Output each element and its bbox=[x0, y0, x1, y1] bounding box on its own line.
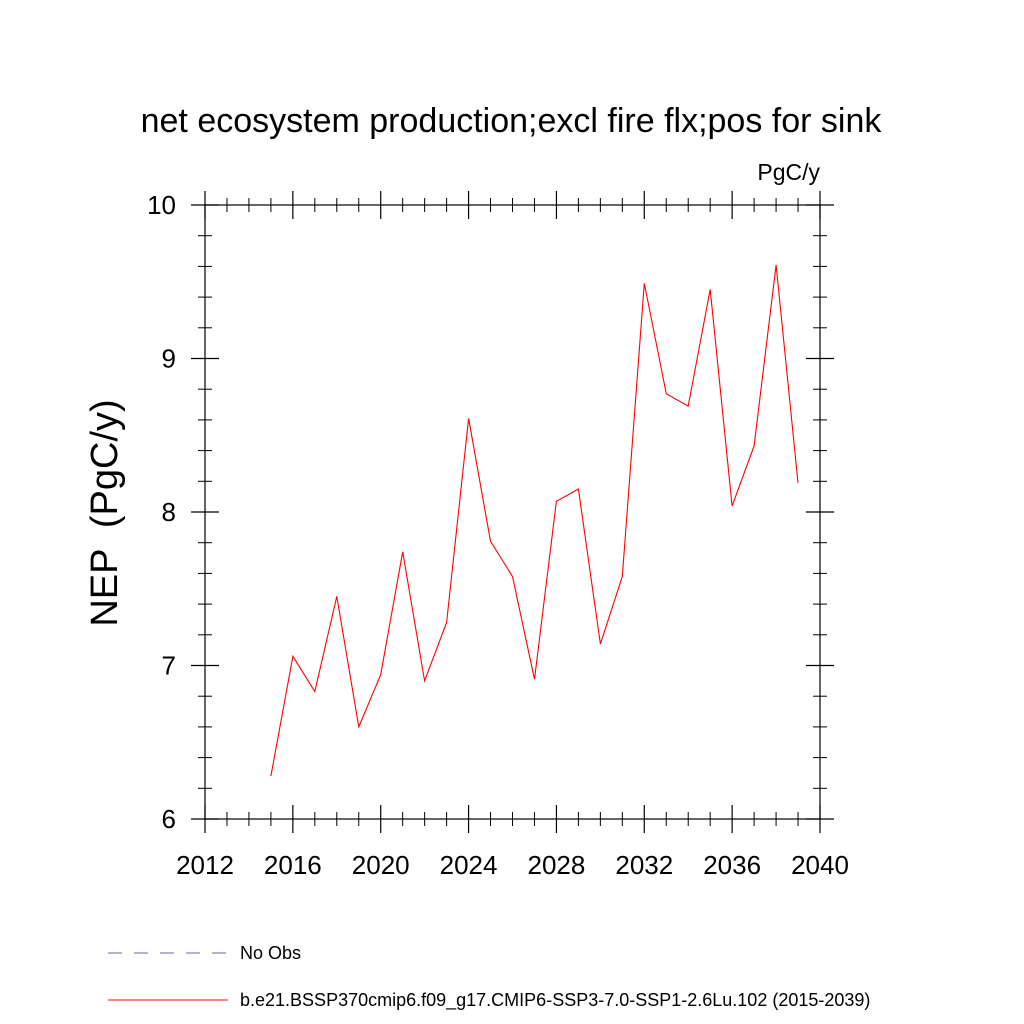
tick-labels: 2012 2016 2020 2024 2028 2032 2036 2040 6 7 8 9 10 bbox=[147, 190, 849, 880]
y-tick-label: 10 bbox=[147, 190, 176, 220]
series-line bbox=[270, 264, 799, 777]
plot-frame bbox=[204, 204, 821, 820]
legend-label-model: b.e21.BSSP370cmip6.f09_g17.CMIP6-SSP3-7.… bbox=[240, 990, 870, 1011]
chart-title: net ecosystem production;excl fire flx;p… bbox=[141, 102, 883, 140]
x-tick-label: 2036 bbox=[703, 850, 761, 880]
y-tick-label: 8 bbox=[162, 497, 176, 527]
major-ticks bbox=[191, 191, 834, 833]
y-tick-label: 7 bbox=[162, 651, 176, 681]
x-tick-label: 2024 bbox=[440, 850, 498, 880]
y-tick-label: 9 bbox=[162, 344, 176, 374]
x-tick-label: 2032 bbox=[615, 850, 673, 880]
x-tick-label: 2020 bbox=[352, 850, 410, 880]
minor-ticks bbox=[198, 198, 827, 826]
x-tick-label: 2028 bbox=[528, 850, 586, 880]
legend: No Obs b.e21.BSSP370cmip6.f09_g17.CMIP6-… bbox=[108, 943, 870, 1011]
units-label: PgC/y bbox=[757, 159, 820, 185]
series-layer bbox=[270, 264, 799, 777]
legend-label-no-obs: No Obs bbox=[240, 943, 301, 963]
y-axis-label: NEP (PgC/y) bbox=[84, 399, 126, 626]
x-tick-label: 2040 bbox=[791, 850, 849, 880]
y-tick-label: 6 bbox=[162, 804, 176, 834]
x-tick-label: 2016 bbox=[264, 850, 322, 880]
x-tick-label: 2012 bbox=[176, 850, 234, 880]
